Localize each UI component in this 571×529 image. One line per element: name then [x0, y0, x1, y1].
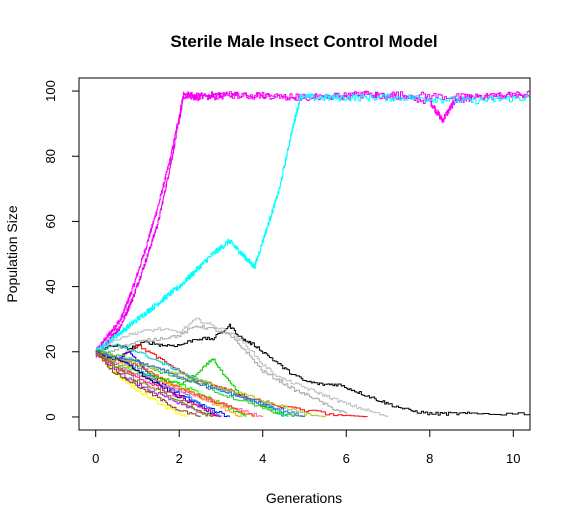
x-axis: 0 2 4 6 8 10	[92, 429, 521, 466]
x-tick-label: 4	[259, 451, 266, 466]
series-line-9	[95, 349, 230, 417]
series-line-4	[95, 323, 531, 416]
y-tick-label: 60	[43, 214, 58, 228]
series-line-22	[95, 354, 222, 417]
series-line-1	[95, 90, 531, 353]
series-line-6	[95, 324, 347, 414]
y-tick-label: 40	[43, 279, 58, 293]
series-line-16	[95, 350, 201, 417]
series-line-18	[95, 343, 289, 417]
x-tick-label: 0	[92, 451, 99, 466]
chart-title: Sterile Male Insect Control Model	[170, 32, 437, 51]
y-tick-label: 20	[43, 345, 58, 359]
x-tick-label: 2	[176, 451, 183, 466]
series-line-24	[95, 350, 214, 417]
y-tick-label: 80	[43, 149, 58, 163]
series-line-21	[95, 350, 326, 418]
y-axis: 0 20 40 60 80 100	[43, 80, 80, 421]
x-tick-label: 6	[343, 451, 350, 466]
x-tick-label: 8	[426, 451, 433, 466]
y-axis-label: Population Size	[4, 205, 20, 303]
y-tick-label: 0	[43, 413, 58, 420]
x-axis-label: Generations	[266, 490, 342, 506]
series-line-12	[95, 350, 243, 417]
series-line-3	[95, 93, 531, 355]
y-tick-label: 100	[43, 80, 58, 102]
x-tick-label: 10	[506, 451, 520, 466]
series-line-19	[95, 350, 255, 417]
series-layer	[95, 90, 531, 418]
series-line-5	[95, 317, 389, 417]
series-line-23	[95, 351, 305, 417]
series-line-2	[95, 90, 531, 358]
